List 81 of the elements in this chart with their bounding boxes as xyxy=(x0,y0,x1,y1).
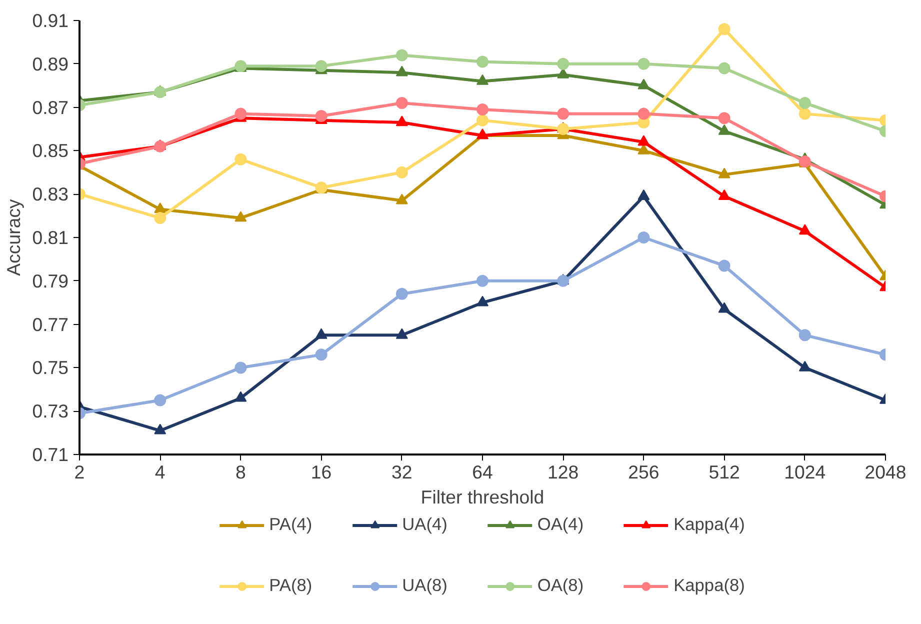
point xyxy=(476,74,488,85)
point xyxy=(396,194,408,204)
point xyxy=(154,394,166,406)
y-tick-label: 0.77 xyxy=(32,314,68,335)
legend-label: UA(4) xyxy=(402,514,448,535)
point xyxy=(154,424,166,434)
y-tick-label: 0.75 xyxy=(32,357,68,378)
y-tick-label: 0.81 xyxy=(32,227,68,248)
x-tick-label: 32 xyxy=(392,462,412,482)
x-tick-label: 256 xyxy=(628,462,660,482)
y-tick-label: 0.79 xyxy=(32,270,68,292)
point xyxy=(315,60,328,72)
y-tick-label: 0.83 xyxy=(32,184,68,205)
legend-label: PA(8) xyxy=(269,575,312,596)
y-tick-label: 0.89 xyxy=(32,53,68,74)
point xyxy=(234,391,247,402)
point xyxy=(476,103,488,116)
x-tick-label: 64 xyxy=(472,462,493,482)
x-tick-label: 2048 xyxy=(864,462,906,482)
point xyxy=(396,66,408,76)
point xyxy=(234,362,247,374)
y-axis-title: Accuracy xyxy=(3,198,24,276)
legend-label: UA(8) xyxy=(402,575,448,596)
y-tick-label: 0.91 xyxy=(32,10,68,31)
x-axis-title: Filter threshold xyxy=(420,486,544,508)
point xyxy=(396,166,408,178)
point xyxy=(234,153,247,166)
x-tick-label: 128 xyxy=(548,462,579,482)
y-tick-label: 0.73 xyxy=(32,400,68,422)
point xyxy=(396,328,408,339)
y-tick-label: 0.71 xyxy=(32,444,68,465)
x-tick-label: 4 xyxy=(154,462,166,482)
point xyxy=(154,86,166,98)
point xyxy=(638,135,650,146)
point xyxy=(154,202,166,213)
point xyxy=(718,302,730,313)
point xyxy=(718,112,730,124)
point xyxy=(638,232,650,244)
point xyxy=(718,23,730,36)
point xyxy=(718,168,730,178)
legend-label: PA(4) xyxy=(269,514,312,535)
point xyxy=(798,108,811,120)
point xyxy=(396,288,408,300)
y-tick-label: 0.85 xyxy=(32,140,68,162)
point xyxy=(476,274,488,287)
point xyxy=(798,360,811,372)
point xyxy=(718,189,730,200)
legend-label: Kappa(8) xyxy=(674,575,745,596)
point xyxy=(396,96,408,109)
point xyxy=(234,108,247,120)
y-tick-label: 0.87 xyxy=(32,96,68,118)
legend-label: OA(8) xyxy=(537,575,584,596)
point xyxy=(476,296,488,306)
x-tick-label: 8 xyxy=(236,462,246,482)
point xyxy=(718,260,730,272)
point xyxy=(315,328,328,339)
point xyxy=(234,211,247,222)
point xyxy=(557,58,570,70)
point xyxy=(557,108,570,120)
point xyxy=(638,78,650,90)
point xyxy=(315,110,328,122)
x-tick-label: 16 xyxy=(310,462,332,482)
point xyxy=(154,212,166,224)
point xyxy=(638,58,650,70)
point xyxy=(798,96,811,109)
point xyxy=(718,62,730,74)
point xyxy=(638,108,650,120)
point xyxy=(638,189,650,200)
point xyxy=(396,116,408,126)
legend-label: Kappa(4) xyxy=(674,514,745,535)
point xyxy=(798,329,811,342)
point xyxy=(718,124,730,135)
x-tick-label: 2 xyxy=(74,462,85,482)
point xyxy=(476,114,488,126)
legend-label: OA(4) xyxy=(537,514,584,535)
point xyxy=(315,348,328,361)
point xyxy=(476,56,488,68)
x-tick-label: 1024 xyxy=(784,462,826,482)
point xyxy=(798,224,811,235)
x-tick-label: 512 xyxy=(708,462,740,482)
point xyxy=(396,49,408,62)
